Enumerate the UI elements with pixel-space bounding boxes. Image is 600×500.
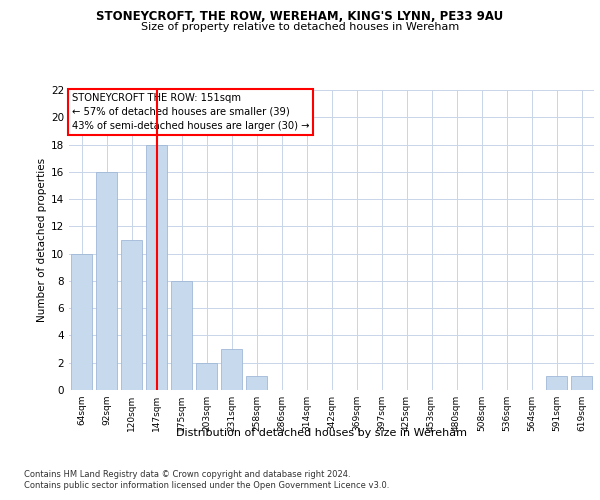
Bar xyxy=(146,144,167,390)
Bar xyxy=(71,254,92,390)
Text: STONEYCROFT, THE ROW, WEREHAM, KING'S LYNN, PE33 9AU: STONEYCROFT, THE ROW, WEREHAM, KING'S LY… xyxy=(97,10,503,23)
Text: Contains HM Land Registry data © Crown copyright and database right 2024.: Contains HM Land Registry data © Crown c… xyxy=(24,470,350,479)
Bar xyxy=(96,172,117,390)
Y-axis label: Number of detached properties: Number of detached properties xyxy=(37,158,47,322)
Bar xyxy=(246,376,267,390)
Bar xyxy=(196,362,217,390)
Bar xyxy=(171,281,192,390)
Text: Distribution of detached houses by size in Wereham: Distribution of detached houses by size … xyxy=(176,428,467,438)
Bar xyxy=(221,349,242,390)
Bar xyxy=(121,240,142,390)
Text: Size of property relative to detached houses in Wereham: Size of property relative to detached ho… xyxy=(141,22,459,32)
Bar xyxy=(571,376,592,390)
Bar xyxy=(546,376,567,390)
Text: STONEYCROFT THE ROW: 151sqm
← 57% of detached houses are smaller (39)
43% of sem: STONEYCROFT THE ROW: 151sqm ← 57% of det… xyxy=(71,93,309,131)
Text: Contains public sector information licensed under the Open Government Licence v3: Contains public sector information licen… xyxy=(24,481,389,490)
